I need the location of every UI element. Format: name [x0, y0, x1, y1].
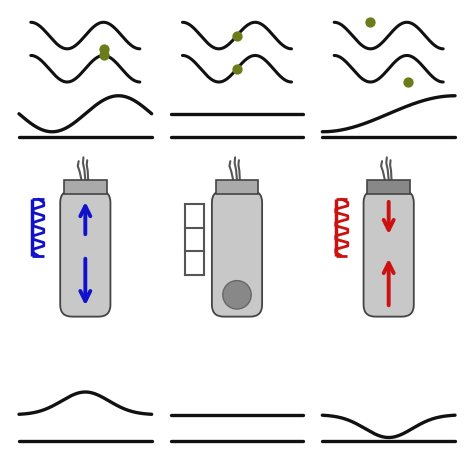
Point	[233, 65, 241, 73]
Point	[366, 18, 374, 26]
Bar	[64, 180, 107, 194]
Point	[404, 78, 411, 86]
Point	[233, 32, 241, 39]
FancyBboxPatch shape	[364, 191, 414, 317]
Bar	[216, 180, 258, 194]
Bar	[367, 180, 410, 194]
Circle shape	[223, 281, 251, 309]
FancyBboxPatch shape	[60, 191, 110, 317]
Point	[100, 45, 108, 53]
FancyBboxPatch shape	[212, 191, 262, 317]
Point	[100, 52, 108, 59]
